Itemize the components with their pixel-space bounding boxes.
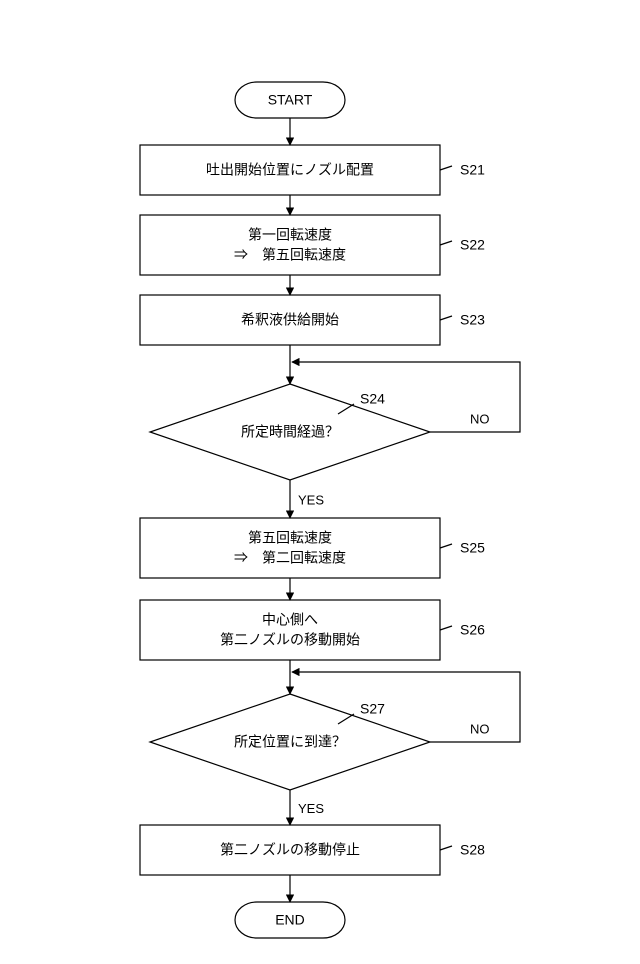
svg-text:NO: NO	[470, 721, 490, 736]
svg-text:S25: S25	[460, 540, 485, 556]
svg-text:希釈液供給開始: 希釈液供給開始	[241, 312, 339, 328]
svg-text:S27: S27	[360, 701, 385, 717]
svg-text:第一回転速度: 第一回転速度	[248, 227, 332, 243]
svg-text:S23: S23	[460, 312, 485, 328]
svg-text:S28: S28	[460, 842, 485, 858]
svg-text:YES: YES	[298, 492, 324, 507]
svg-text:START: START	[268, 92, 313, 108]
svg-text:所定位置に到達？: 所定位置に到達？	[234, 734, 346, 750]
svg-text:YES: YES	[298, 801, 324, 816]
svg-text:S21: S21	[460, 162, 485, 178]
svg-text:END: END	[275, 912, 305, 928]
svg-text:吐出開始位置にノズル配置: 吐出開始位置にノズル配置	[206, 162, 374, 178]
svg-text:第五回転速度: 第五回転速度	[248, 530, 332, 546]
svg-text:第二ノズルの移動停止: 第二ノズルの移動停止	[220, 842, 360, 858]
process-S22	[140, 215, 440, 275]
svg-text:S24: S24	[360, 391, 385, 407]
svg-text:⇒ 第二回転速度: ⇒ 第二回転速度	[234, 550, 346, 566]
svg-text:S26: S26	[460, 622, 485, 638]
svg-text:⇒ 第五回転速度: ⇒ 第五回転速度	[234, 247, 346, 263]
process-S26	[140, 600, 440, 660]
process-S25	[140, 518, 440, 578]
svg-text:第二ノズルの移動開始: 第二ノズルの移動開始	[220, 632, 360, 648]
svg-text:S22: S22	[460, 237, 485, 253]
svg-text:中心側へ: 中心側へ	[262, 612, 318, 628]
svg-text:NO: NO	[470, 411, 490, 426]
flowchart: START 吐出開始位置にノズル配置 S21 第一回転速度 ⇒ 第五回転速度 S22 希釈液…	[0, 0, 640, 964]
svg-text:所定時間経過？: 所定時間経過？	[241, 424, 339, 440]
